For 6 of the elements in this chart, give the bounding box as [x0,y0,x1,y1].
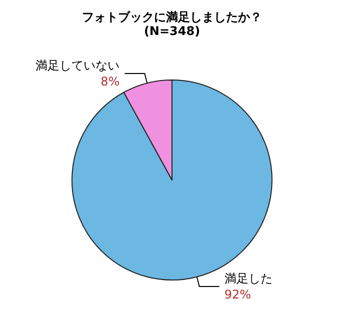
data-label: 8% [100,74,120,88]
chart-subtitle: (N=348) [144,24,200,38]
slice-label: 満足した [224,272,272,286]
chart-title: フォトブックに満足しましたか？ [82,10,262,24]
slice-label: 満足していない [36,58,120,72]
data-label: 92% [224,288,252,302]
